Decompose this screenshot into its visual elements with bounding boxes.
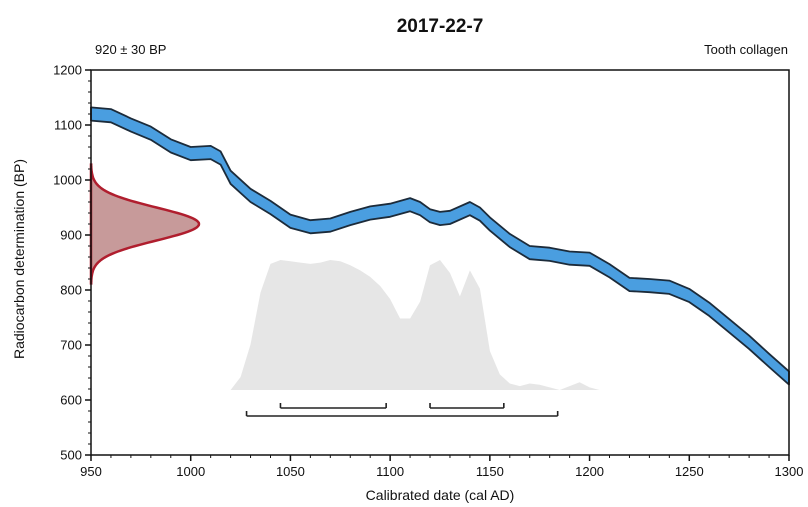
x-tick-label: 1150 (476, 464, 504, 479)
x-tick-label: 1000 (176, 464, 205, 479)
measurement-label: 920 ± 30 BP (95, 42, 166, 57)
x-tick-label: 1050 (276, 464, 305, 479)
plot-frame (90, 69, 790, 456)
y-tick-label: 900 (60, 228, 82, 243)
x-tick-label: 1100 (376, 464, 404, 479)
plot-layer (89, 106, 790, 417)
sample-type-label: Tooth collagen (704, 42, 788, 57)
chart-title: 2017-22-7 (397, 16, 484, 37)
x-axis-title: Calibrated date (cal AD) (366, 487, 515, 503)
axis-layer: 950 1000 1050 1100 1150 1200 1250 1300 500 600 700… (53, 63, 803, 480)
y-tick-label: 500 (60, 448, 82, 463)
y-axis-title: Radiocarbon determination (BP) (11, 159, 27, 359)
y-tick-label: 1000 (53, 173, 82, 188)
measurement-distribution (89, 163, 201, 285)
posterior-distribution (230, 260, 630, 390)
y-tick-label: 800 (60, 283, 82, 298)
y-tick-label: 600 (60, 393, 82, 408)
x-tick-label: 1300 (775, 464, 804, 479)
y-tick-label: 700 (60, 338, 82, 353)
x-tick-label: 950 (80, 464, 102, 479)
x-tick-label: 1250 (675, 464, 704, 479)
y-tick-label: 1100 (54, 118, 82, 133)
y-tick-label: 1200 (53, 63, 82, 78)
x-tick-label: 1200 (575, 464, 604, 479)
